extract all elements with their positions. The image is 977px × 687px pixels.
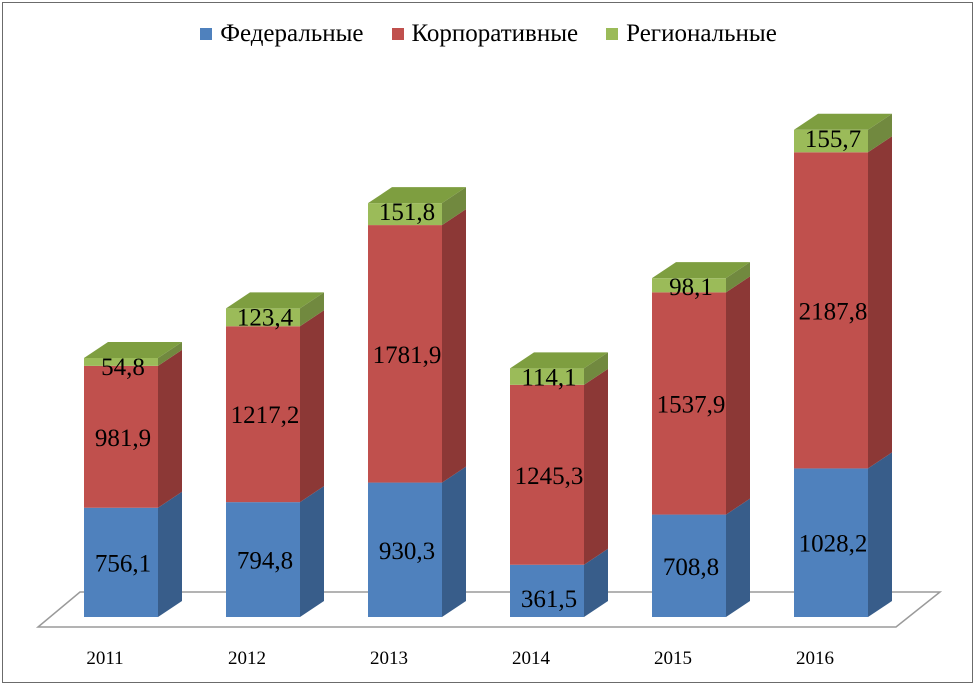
legend-swatch-federal	[200, 28, 213, 40]
data-label-2011-series-2: 54,8	[101, 354, 145, 381]
legend-item-regional: Региональные	[606, 20, 777, 48]
bar-top-2013	[368, 187, 466, 204]
bar-top-2011	[84, 341, 182, 358]
bar-2012-series-0	[226, 502, 300, 617]
bar-top-2015	[652, 262, 750, 279]
data-label-2013-series-1: 1781,9	[373, 342, 442, 369]
x-tick-2016: 2016	[796, 648, 834, 669]
x-tick-2014: 2014	[512, 648, 551, 669]
bar-side-2015-series-2	[726, 262, 750, 293]
data-label-2013-series-0: 930,3	[379, 538, 435, 565]
bar-2014-series-2	[510, 368, 584, 385]
bar-2016-series-2	[794, 129, 868, 153]
legend-label-corporate: Корпоративные	[411, 20, 579, 47]
data-label-2016-series-0: 1028,2	[799, 531, 868, 558]
bar-side-2014-series-2	[584, 352, 608, 385]
bar-2011-series-2	[84, 357, 158, 366]
bar-side-2016-series-1	[868, 136, 892, 469]
x-tick-2015: 2015	[654, 648, 692, 669]
bar-top-2014	[510, 352, 608, 369]
data-label-2012-series-1: 1217,2	[231, 402, 300, 429]
bar-side-2012-series-2	[300, 292, 324, 327]
data-label-2011-series-1: 981,9	[95, 425, 151, 452]
data-label-2015-series-1: 1537,9	[657, 391, 726, 418]
legend-item-corporate: Корпоративные	[391, 20, 579, 48]
bar-2014-series-0	[510, 564, 584, 617]
bar-2014-series-1	[510, 384, 584, 565]
bar-top-2016	[794, 113, 892, 130]
bar-2013-series-2	[368, 203, 442, 226]
bar-side-2013-series-2	[442, 187, 466, 226]
x-tick-2013: 2013	[370, 648, 408, 669]
bar-2013-series-1	[368, 225, 442, 483]
data-label-2015-series-0: 708,8	[663, 554, 719, 581]
bar-side-2012-series-1	[300, 310, 324, 503]
bar-2015-series-1	[652, 292, 726, 515]
bar-2012-series-2	[226, 308, 300, 327]
data-label-2015-series-2: 98,1	[669, 274, 713, 301]
data-label-2014-series-0: 361,5	[521, 586, 577, 613]
data-label-2012-series-0: 794,8	[237, 548, 293, 575]
bar-top-2012	[226, 292, 324, 309]
bar-side-2012-series-0	[300, 486, 324, 617]
data-label-2013-series-2: 151,8	[379, 199, 435, 226]
x-tick-2011: 2011	[86, 648, 123, 669]
data-label-2012-series-2: 123,4	[237, 304, 294, 331]
bar-side-2014-series-1	[584, 368, 608, 565]
legend-item-federal: Федеральные	[200, 20, 364, 48]
bar-side-2015-series-1	[726, 276, 750, 515]
x-tick-2012: 2012	[228, 648, 266, 669]
legend-label-regional: Региональные	[626, 20, 777, 47]
bar-side-2013-series-1	[442, 209, 466, 483]
bar-side-2014-series-0	[584, 548, 608, 617]
bar-side-2011-series-1	[158, 349, 182, 508]
bar-side-2016-series-0	[868, 452, 892, 617]
data-label-2011-series-0: 756,1	[95, 550, 151, 577]
data-label-2016-series-1: 2187,8	[799, 298, 868, 325]
bar-side-2013-series-0	[442, 466, 466, 617]
bar-2013-series-0	[368, 482, 442, 617]
data-label-2014-series-1: 1245,3	[515, 463, 584, 490]
legend-swatch-corporate	[391, 28, 404, 40]
bar-side-2011-series-2	[158, 341, 182, 366]
bar-2011-series-1	[84, 365, 158, 508]
bar-side-2016-series-2	[868, 113, 892, 153]
bar-2015-series-2	[652, 278, 726, 293]
data-label-2016-series-2: 155,7	[805, 126, 861, 153]
bar-side-2011-series-0	[158, 491, 182, 617]
bar-2011-series-0	[84, 507, 158, 617]
data-label-2014-series-2: 114,1	[521, 364, 576, 391]
legend-label-federal: Федеральные	[220, 20, 364, 47]
bar-2015-series-0	[652, 514, 726, 617]
bar-2016-series-1	[794, 152, 868, 469]
bar-2012-series-1	[226, 326, 300, 503]
bar-side-2015-series-0	[726, 498, 750, 617]
legend-swatch-regional	[606, 28, 619, 40]
legend: Федеральные Корпоративные Региональные	[0, 20, 977, 48]
bar-2016-series-0	[794, 468, 868, 617]
